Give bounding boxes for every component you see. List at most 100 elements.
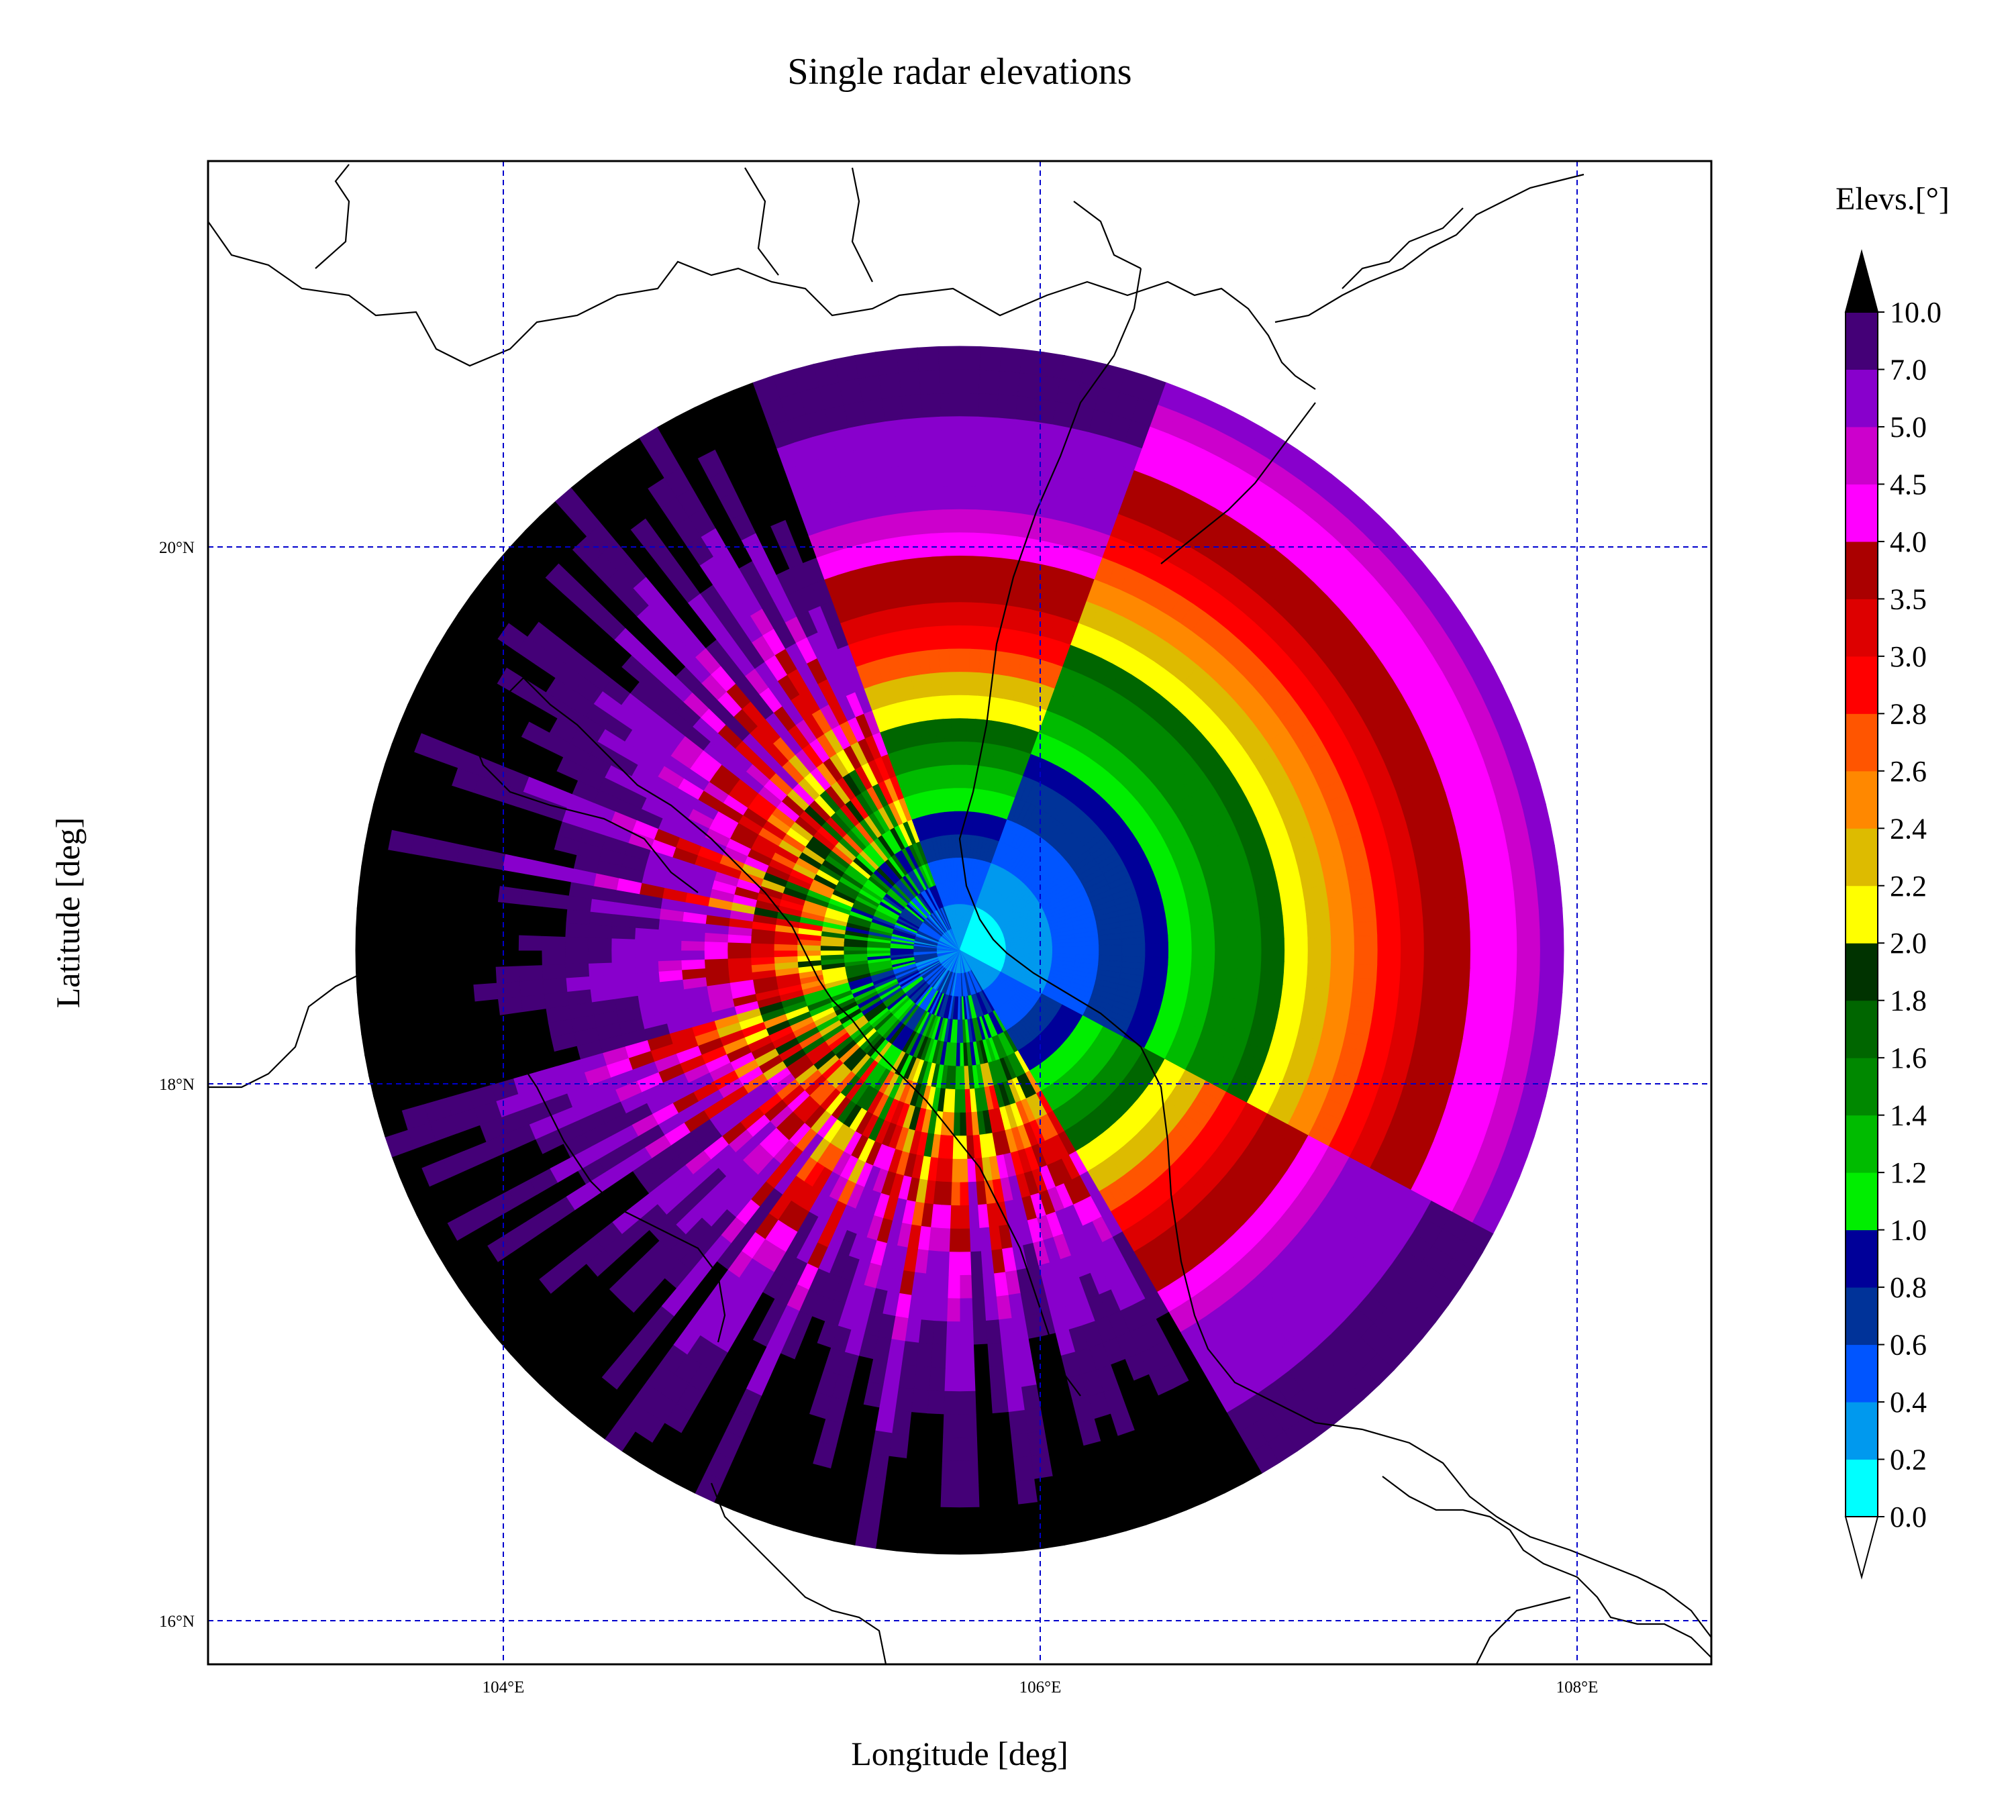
x-tick-108: 108°E [1556,1678,1599,1697]
radar-elevation-cell [1469,968,1495,989]
radar-elevation-cell [1377,934,1402,951]
radar-elevation-cell [1396,885,1423,905]
radar-elevation-cell [944,741,954,766]
radar-elevation-cell [834,355,860,383]
radar-elevation-cell [471,950,496,968]
radar-elevation-cell [1470,931,1495,951]
radar-elevation-cell [1214,930,1239,942]
radar-elevation-cell [611,925,636,940]
radar-elevation-cell [565,976,591,993]
radar-elevation-cell [959,1484,980,1509]
radar-elevation-cell [939,369,960,394]
radar-elevation-cell [940,1484,960,1509]
radar-elevation-cell [658,969,683,982]
radar-elevation-cell [941,1437,960,1462]
radar-elevation-cell [1260,927,1285,940]
radar-elevation-cell [1485,853,1513,876]
radar-elevation-cell [1511,1008,1538,1031]
radar-elevation-cell [1354,935,1378,951]
radar-elevation-cell [959,438,978,464]
radar-elevation-cell [1516,950,1541,971]
radar-elevation-cell [401,950,426,970]
radar-elevation-cell [379,929,403,951]
radar-elevation-cell [897,511,917,537]
radar-elevation-cell [1540,929,1564,951]
radar-elevation-cell [959,1321,974,1346]
radar-elevation-cell [1034,1476,1057,1503]
radar-elevation-cell [905,1435,926,1461]
radar-elevation-cell [990,1388,1009,1415]
radar-elevation-cell [1446,966,1471,987]
radar-elevation-cell [905,440,926,466]
radar-elevation-cell [1327,895,1353,912]
radar-elevation-cell [1400,950,1425,967]
radar-elevation-cell [495,933,519,951]
radar-elevation-cell [1261,950,1286,962]
radar-elevation-cell [938,1227,951,1253]
radar-elevation-cell [1444,896,1470,917]
radar-elevation-cell [703,941,728,951]
radar-elevation-cell [1493,930,1518,951]
radar-elevation-cell [1259,915,1284,930]
radar-elevation-cell [541,963,566,980]
radar-elevation-cell [968,1227,981,1253]
colorbar-tick-label: 1.6 [1890,1042,1927,1074]
radar-elevation-cell [379,909,404,931]
radar-elevation-cell [797,950,821,957]
radar-elevation-cell [975,1413,995,1439]
radar-elevation-cell [983,1296,999,1322]
radar-elevation-cell [972,555,988,580]
radar-elevation-cell [1029,946,1054,951]
colorbar-segment [1846,656,1878,714]
radar-elevation-cell [901,393,923,419]
radar-elevation-cell [474,998,500,1019]
radar-elevation-cell [1516,929,1541,951]
radar-elevation-cell [1465,875,1492,897]
y-tick-20n: 20°N [159,539,195,557]
radar-elevation-cell [1373,888,1399,907]
radar-elevation-cell [1003,1364,1022,1390]
radar-elevation-cell [959,578,973,603]
radar-elevation-cell [944,508,960,533]
colorbar-tick-label: 1.0 [1890,1214,1927,1247]
radar-elevation-cell [587,962,613,977]
radar-elevation-cell [917,1529,940,1555]
radar-elevation-cell [935,1274,949,1299]
radar-elevation-cell [1515,909,1541,931]
radar-elevation-cell [959,1205,970,1229]
radar-elevation-cell [426,894,452,915]
radar-elevation-cell [425,912,450,933]
radar-elevation-cell [942,462,960,487]
radar-elevation-cell [959,1066,965,1091]
radar-elevation-cell [952,764,960,789]
radar-elevation-cell [448,966,474,987]
radar-elevation-cell [843,950,868,955]
radar-elevation-cell [959,671,970,696]
radar-elevation-cell [945,554,960,580]
radar-elevation-cell [430,1021,457,1044]
radar-elevation-cell [948,1228,960,1253]
radar-elevation-cell [405,1005,432,1029]
radar-elevation-cell [998,370,1021,397]
radar-elevation-cell [1513,889,1540,912]
radar-elevation-cell [517,950,542,966]
colorbar-tick-label: 10.0 [1890,296,1942,329]
radar-elevation-cell [885,418,907,445]
radar-elevation-cell [1307,962,1332,977]
radar-elevation-cell [1330,936,1356,951]
radar-elevation-cell [727,942,752,951]
radar-elevation-cell [1534,866,1561,891]
radar-elevation-cell [1470,950,1495,970]
radar-elevation-cell [959,415,979,440]
colorbar-tick-label: 2.6 [1890,755,1927,788]
radar-elevation-cell [925,462,944,487]
radar-elevation-cell [895,487,914,514]
colorbar-segment [1846,828,1878,887]
radar-elevation-cell [959,346,981,370]
radar-elevation-cell [913,509,931,535]
radar-elevation-cell [564,936,589,951]
radar-elevation-cell [929,532,947,557]
radar-elevation-cell [878,1502,902,1529]
radar-elevation-cell [1515,969,1541,991]
radar-elevation-cell [356,990,383,1014]
